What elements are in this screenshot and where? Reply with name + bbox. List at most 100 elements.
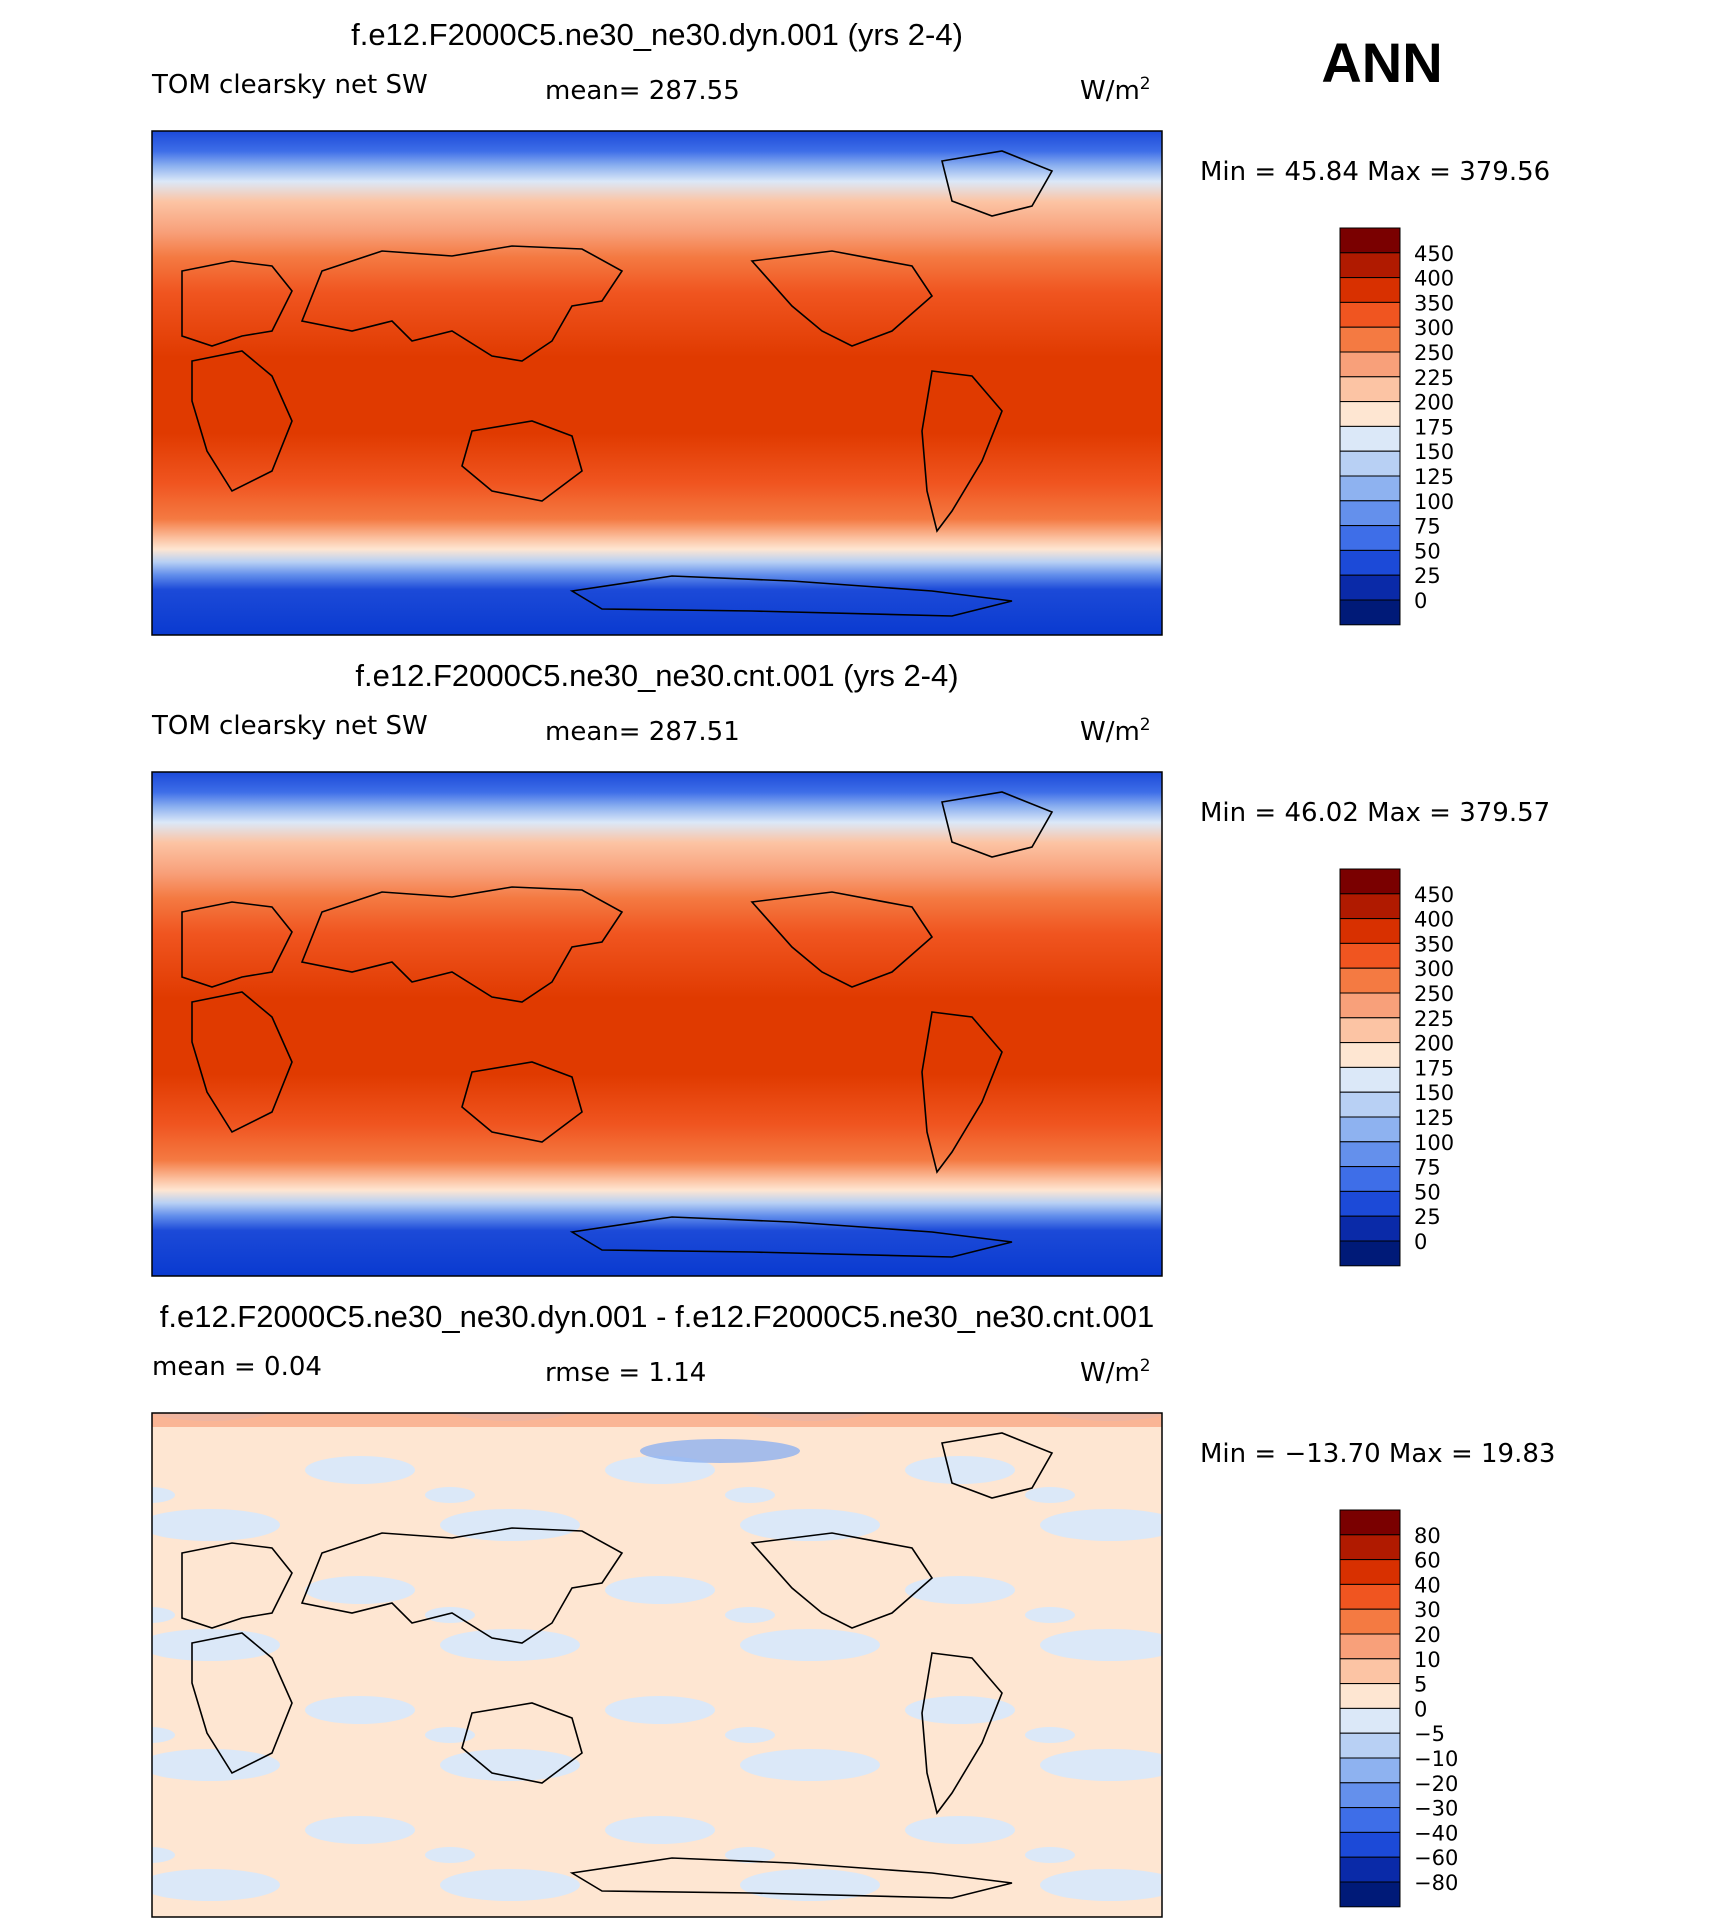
colorbar-tick-label: 150: [1414, 1081, 1454, 1105]
colorbar-tick-label: 20: [1414, 1623, 1441, 1647]
colorbar-tick-label: 250: [1414, 982, 1454, 1006]
colorbar-swatch: [1339, 1732, 1401, 1759]
colorbar-swatch: [1339, 1633, 1401, 1660]
colorbar-swatch: [1339, 1215, 1401, 1242]
colorbar-swatch: [1339, 1017, 1401, 1044]
colorbar-tick-label: 40: [1414, 1573, 1441, 1597]
coastline: [181, 260, 293, 347]
colorbar-swatch: [1339, 1683, 1401, 1709]
colorbar-swatch: [1339, 1141, 1401, 1168]
colorbar-swatch: [1339, 1166, 1401, 1192]
coastline: [461, 1702, 583, 1784]
colorbar-tick-label: −30: [1414, 1797, 1458, 1821]
coastline: [461, 420, 583, 502]
coastlines: [181, 791, 1054, 1258]
colorbar-tick-label: 80: [1414, 1524, 1441, 1548]
colorbar-tick-label: 175: [1414, 1056, 1454, 1080]
panel-mean-text: mean= 287.51: [545, 717, 740, 747]
colorbar-tick-label: 350: [1414, 932, 1454, 956]
colorbar-swatch: [1339, 1608, 1401, 1635]
colorbar-tick-label: 350: [1414, 291, 1454, 315]
panel-left-label: mean = 0.04: [152, 1352, 322, 1382]
colorbar-tick-label: 0: [1414, 1230, 1427, 1254]
colorbar-swatch: [1339, 1190, 1401, 1217]
colorbar-swatch: [1339, 1583, 1401, 1610]
panel-1: f.e12.F2000C5.ne30_ne30.dyn.001 (yrs 2-4…: [151, 17, 1550, 636]
panel-title: f.e12.F2000C5.ne30_ne30.dyn.001 (yrs 2-4…: [351, 17, 963, 52]
colorbar-tick-label: 0: [1414, 1697, 1427, 1721]
panel-units: W/m2: [1080, 715, 1151, 747]
minmax-text: Min = 46.02 Max = 379.57: [1200, 798, 1550, 828]
colorbar-swatch: [1339, 1240, 1401, 1267]
colorbar-swatch: [1339, 1831, 1401, 1858]
panels: f.e12.F2000C5.ne30_ne30.dyn.001 (yrs 2-4…: [151, 17, 1555, 1918]
coastline: [300, 1527, 624, 1644]
colorbar-tick-label: 400: [1414, 908, 1454, 932]
coastline: [941, 150, 1054, 217]
colorbar-tick-label: 75: [1414, 1156, 1441, 1180]
colorbar-swatch: [1339, 376, 1401, 403]
minmax-text: Min = 45.84 Max = 379.56: [1200, 157, 1550, 187]
colorbar-swatch: [1339, 450, 1401, 477]
coastlines: [181, 1432, 1054, 1899]
colorbar-tick-label: 450: [1414, 883, 1454, 907]
panel-units: W/m2: [1080, 1356, 1151, 1388]
map-field: [152, 1413, 1162, 1917]
colorbar-swatch: [1339, 1116, 1401, 1143]
map-frame: [151, 1412, 1163, 1918]
colorbar-tick-label: 150: [1414, 440, 1454, 464]
panel-mean-text: mean= 287.55: [545, 76, 740, 106]
colorbar-tick-label: −60: [1414, 1846, 1458, 1870]
panel-units: W/m2: [1080, 74, 1151, 106]
coastline: [750, 250, 934, 347]
colorbar-swatch: [1339, 401, 1401, 427]
colorbar-swatch: [1339, 1509, 1401, 1536]
colorbar-swatch: [1339, 1856, 1401, 1883]
coastline: [750, 891, 934, 988]
colorbar-swatch: [1339, 500, 1401, 527]
colorbar-tick-label: −80: [1414, 1871, 1458, 1895]
colorbar-swatch: [1339, 525, 1401, 551]
colorbar-tick-label: 0: [1414, 589, 1427, 613]
map-field: [152, 131, 1162, 635]
colorbar-swatch: [1339, 599, 1401, 626]
coastlines: [181, 150, 1054, 617]
coastline: [191, 1632, 293, 1775]
colorbar-swatch: [1339, 252, 1401, 279]
colorbar-swatch: [1339, 967, 1401, 994]
panel-left-label: TOM clearsky net SW: [151, 70, 428, 100]
colorbar-tick-label: 10: [1414, 1648, 1441, 1672]
colorbar-tick-label: 300: [1414, 316, 1454, 340]
colorbar-tick-label: 60: [1414, 1549, 1441, 1573]
colorbar-swatch: [1339, 1042, 1401, 1068]
colorbar-tick-label: 5: [1414, 1673, 1427, 1697]
colorbar-swatch: [1339, 893, 1401, 920]
colorbar-swatch: [1339, 1881, 1401, 1908]
colorbar-tick-label: 300: [1414, 957, 1454, 981]
coastline: [191, 991, 293, 1134]
coastline: [921, 1652, 1003, 1815]
coastline: [569, 1216, 1013, 1258]
colorbar-tick-label: 25: [1414, 564, 1441, 588]
colorbar-swatch: [1339, 549, 1401, 576]
colorbar-tick-label: 75: [1414, 515, 1441, 539]
coastline: [750, 1532, 934, 1629]
map-band-north: [152, 1413, 1162, 1427]
panel-3: f.e12.F2000C5.ne30_ne30.dyn.001 - f.e12.…: [151, 1299, 1555, 1918]
colorbar-tick-label: 250: [1414, 341, 1454, 365]
colorbar-tick-label: 25: [1414, 1205, 1441, 1229]
colorbar-swatch: [1339, 1807, 1401, 1833]
colorbar-swatch: [1339, 301, 1401, 328]
colorbar-tick-label: 50: [1414, 1180, 1441, 1204]
colorbar-swatch: [1339, 1782, 1401, 1809]
colorbar-swatch: [1339, 326, 1401, 353]
colorbar-tick-label: 450: [1414, 242, 1454, 266]
colorbar-tick-label: 175: [1414, 415, 1454, 439]
colorbar-swatch: [1339, 918, 1401, 944]
panel-left-label: TOM clearsky net SW: [151, 711, 428, 741]
colorbar-tick-label: 50: [1414, 539, 1441, 563]
colorbar-swatch: [1339, 992, 1401, 1019]
colorbar-tick-label: −20: [1414, 1772, 1458, 1796]
coastline: [181, 901, 293, 988]
